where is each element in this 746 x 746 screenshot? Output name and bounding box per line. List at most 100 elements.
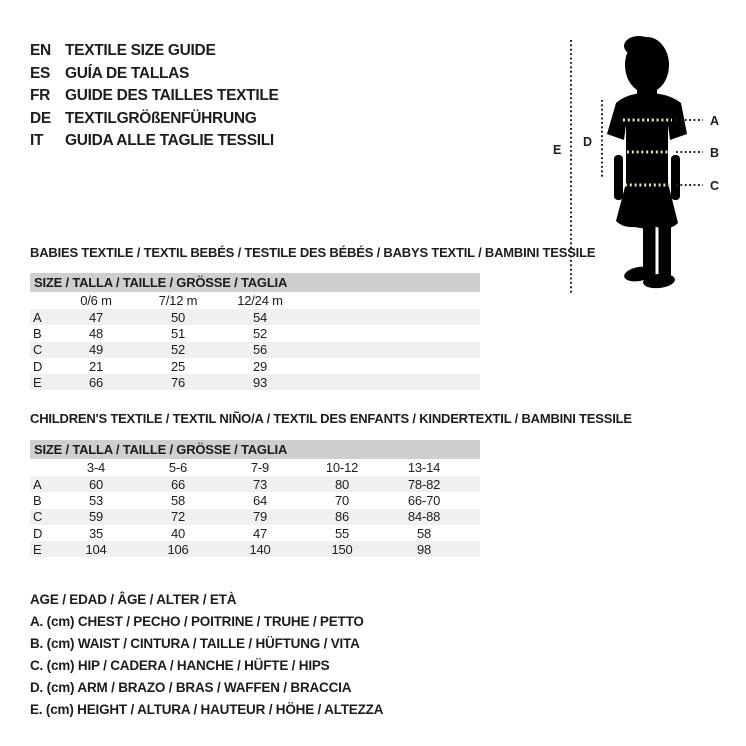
children-section-title: CHILDREN'S TEXTILE / TEXTIL NIÑO/A / TEX… (30, 411, 632, 426)
row-label: B (33, 325, 42, 341)
legend-age-line: AGE / EDAD / ÂGE / ALTER / ETÀ (30, 592, 237, 607)
child-silhouette (607, 36, 687, 289)
table-cell: 140 (249, 541, 271, 557)
language-title: TEXTILE SIZE GUIDE (65, 42, 216, 60)
table-cell: 73 (252, 476, 268, 492)
language-title: GUIDE DES TAILLES TEXTILE (65, 87, 279, 105)
table-cell: 49 (88, 342, 104, 358)
table-cell: 104 (85, 541, 107, 557)
column-header: 13-14 (407, 460, 441, 475)
legend-item-height: E. (cm) HEIGHT / ALTURA / HAUTEUR / HÖHE… (30, 702, 384, 717)
children-size-header-bar: SIZE / TALLA / TAILLE / GRÖSSE / TAGLIA (30, 440, 480, 459)
babies-size-header-bar: SIZE / TALLA / TAILLE / GRÖSSE / TAGLIA (30, 273, 480, 292)
table-cell: 93 (252, 374, 268, 390)
table-cell: 47 (88, 309, 104, 325)
table-cell: 78-82 (407, 476, 441, 492)
table-cell: 59 (88, 509, 104, 525)
table-row-e: E 104 106 140 150 98 (30, 541, 480, 558)
table-cell: 25 (170, 358, 186, 374)
language-code: ES (30, 64, 51, 82)
measure-label-d: D (583, 135, 592, 149)
language-row-it: IT GUIDA ALLE TAGLIE TESSILI (30, 130, 279, 153)
child-silhouette-figure: A B C D E (553, 36, 719, 293)
language-code: EN (30, 42, 51, 60)
table-cell: 54 (252, 309, 268, 325)
measure-label-c: C (710, 179, 719, 193)
language-title: TEXTILGRÖßENFÜHRUNG (65, 109, 257, 127)
language-title: GUÍA DE TALLAS (65, 64, 190, 82)
table-cell: 55 (334, 525, 350, 541)
table-row-e: E 66 76 93 (30, 374, 480, 391)
language-code: DE (30, 109, 51, 127)
row-label: D (33, 525, 43, 541)
table-row-b: B 48 51 52 (30, 325, 480, 341)
babies-textile-section: BABIES TEXTILE / TEXTIL BEBÉS / TESTILE … (30, 245, 596, 391)
language-row-es: ES GUÍA DE TALLAS (30, 63, 279, 86)
table-cell: 21 (88, 358, 104, 374)
table-row-b: B 53 58 64 70 66-70 (30, 492, 480, 508)
table-cell: 40 (170, 525, 186, 541)
table-row-a: A 60 66 73 80 78-82 (30, 476, 480, 493)
legend-item-hip: C. (cm) HIP / CADERA / HANCHE / HÜFTE / … (30, 658, 330, 673)
table-row-a: A 47 50 54 (30, 309, 480, 326)
column-header: 3-4 (86, 460, 106, 475)
table-cell: 64 (252, 492, 268, 508)
children-textile-section: CHILDREN'S TEXTILE / TEXTIL NIÑO/A / TEX… (30, 411, 632, 558)
table-cell: 86 (334, 509, 350, 525)
table-cell: 106 (167, 541, 189, 557)
table-cell: 80 (334, 476, 350, 492)
language-title-list: EN TEXTILE SIZE GUIDE ES GUÍA DE TALLAS … (30, 40, 279, 153)
row-label: D (33, 358, 43, 374)
measure-label-a: A (710, 114, 719, 128)
table-cell: 52 (252, 325, 268, 341)
column-header: 7/12 m (158, 293, 198, 308)
table-cell: 51 (170, 325, 186, 341)
table-row-d: D 35 40 47 55 58 (30, 525, 480, 541)
table-cell: 35 (88, 525, 104, 541)
column-header: 0/6 m (80, 293, 112, 308)
table-row-c: C 49 52 56 (30, 341, 480, 358)
table-cell: 50 (170, 309, 186, 325)
measure-label-b: B (710, 146, 719, 160)
table-cell: 66 (88, 374, 104, 390)
table-row-c: C 59 72 79 86 84-88 (30, 508, 480, 525)
babies-column-headers: 0/6 m 7/12 m 12/24 m (30, 292, 480, 309)
row-label: B (33, 492, 42, 508)
table-cell: 53 (88, 492, 104, 508)
language-code: FR (30, 87, 51, 105)
table-cell: 66 (170, 476, 186, 492)
column-header: 7-9 (250, 460, 270, 475)
table-cell: 70 (334, 492, 350, 508)
table-cell: 58 (416, 525, 432, 541)
measure-label-e: E (553, 143, 561, 157)
row-label: C (33, 509, 43, 525)
table-cell: 76 (170, 374, 186, 390)
legend-item-arm: D. (cm) ARM / BRAZO / BRAS / WAFFEN / BR… (30, 680, 352, 695)
table-cell: 58 (170, 492, 186, 508)
row-label: E (33, 541, 42, 557)
table-cell: 66-70 (407, 492, 441, 508)
row-label: C (33, 342, 43, 358)
legend-item-waist: B. (cm) WAIST / CINTURA / TAILLE / HÜFTU… (30, 636, 360, 651)
table-cell: 98 (416, 541, 432, 557)
babies-section-title: BABIES TEXTILE / TEXTIL BEBÉS / TESTILE … (30, 245, 596, 260)
row-label: A (33, 476, 42, 492)
language-row-fr: FR GUIDE DES TAILLES TEXTILE (30, 85, 279, 108)
language-code: IT (30, 132, 44, 150)
measurement-legend: AGE / EDAD / ÂGE / ALTER / ETÀ A. (cm) C… (30, 589, 383, 721)
table-cell: 84-88 (407, 509, 441, 525)
table-cell: 52 (170, 342, 186, 358)
language-row-en: EN TEXTILE SIZE GUIDE (30, 40, 279, 63)
row-label: A (33, 309, 42, 325)
children-column-headers: 3-4 5-6 7-9 10-12 13-14 (30, 459, 480, 476)
language-title: GUIDA ALLE TAGLIE TESSILI (65, 132, 274, 150)
table-cell: 150 (331, 541, 353, 557)
table-cell: 47 (252, 525, 268, 541)
table-cell: 56 (252, 342, 268, 358)
column-header: 10-12 (325, 460, 359, 475)
column-header: 5-6 (168, 460, 188, 475)
table-cell: 60 (88, 476, 104, 492)
column-header: 12/24 m (237, 293, 283, 308)
table-cell: 48 (88, 325, 104, 341)
